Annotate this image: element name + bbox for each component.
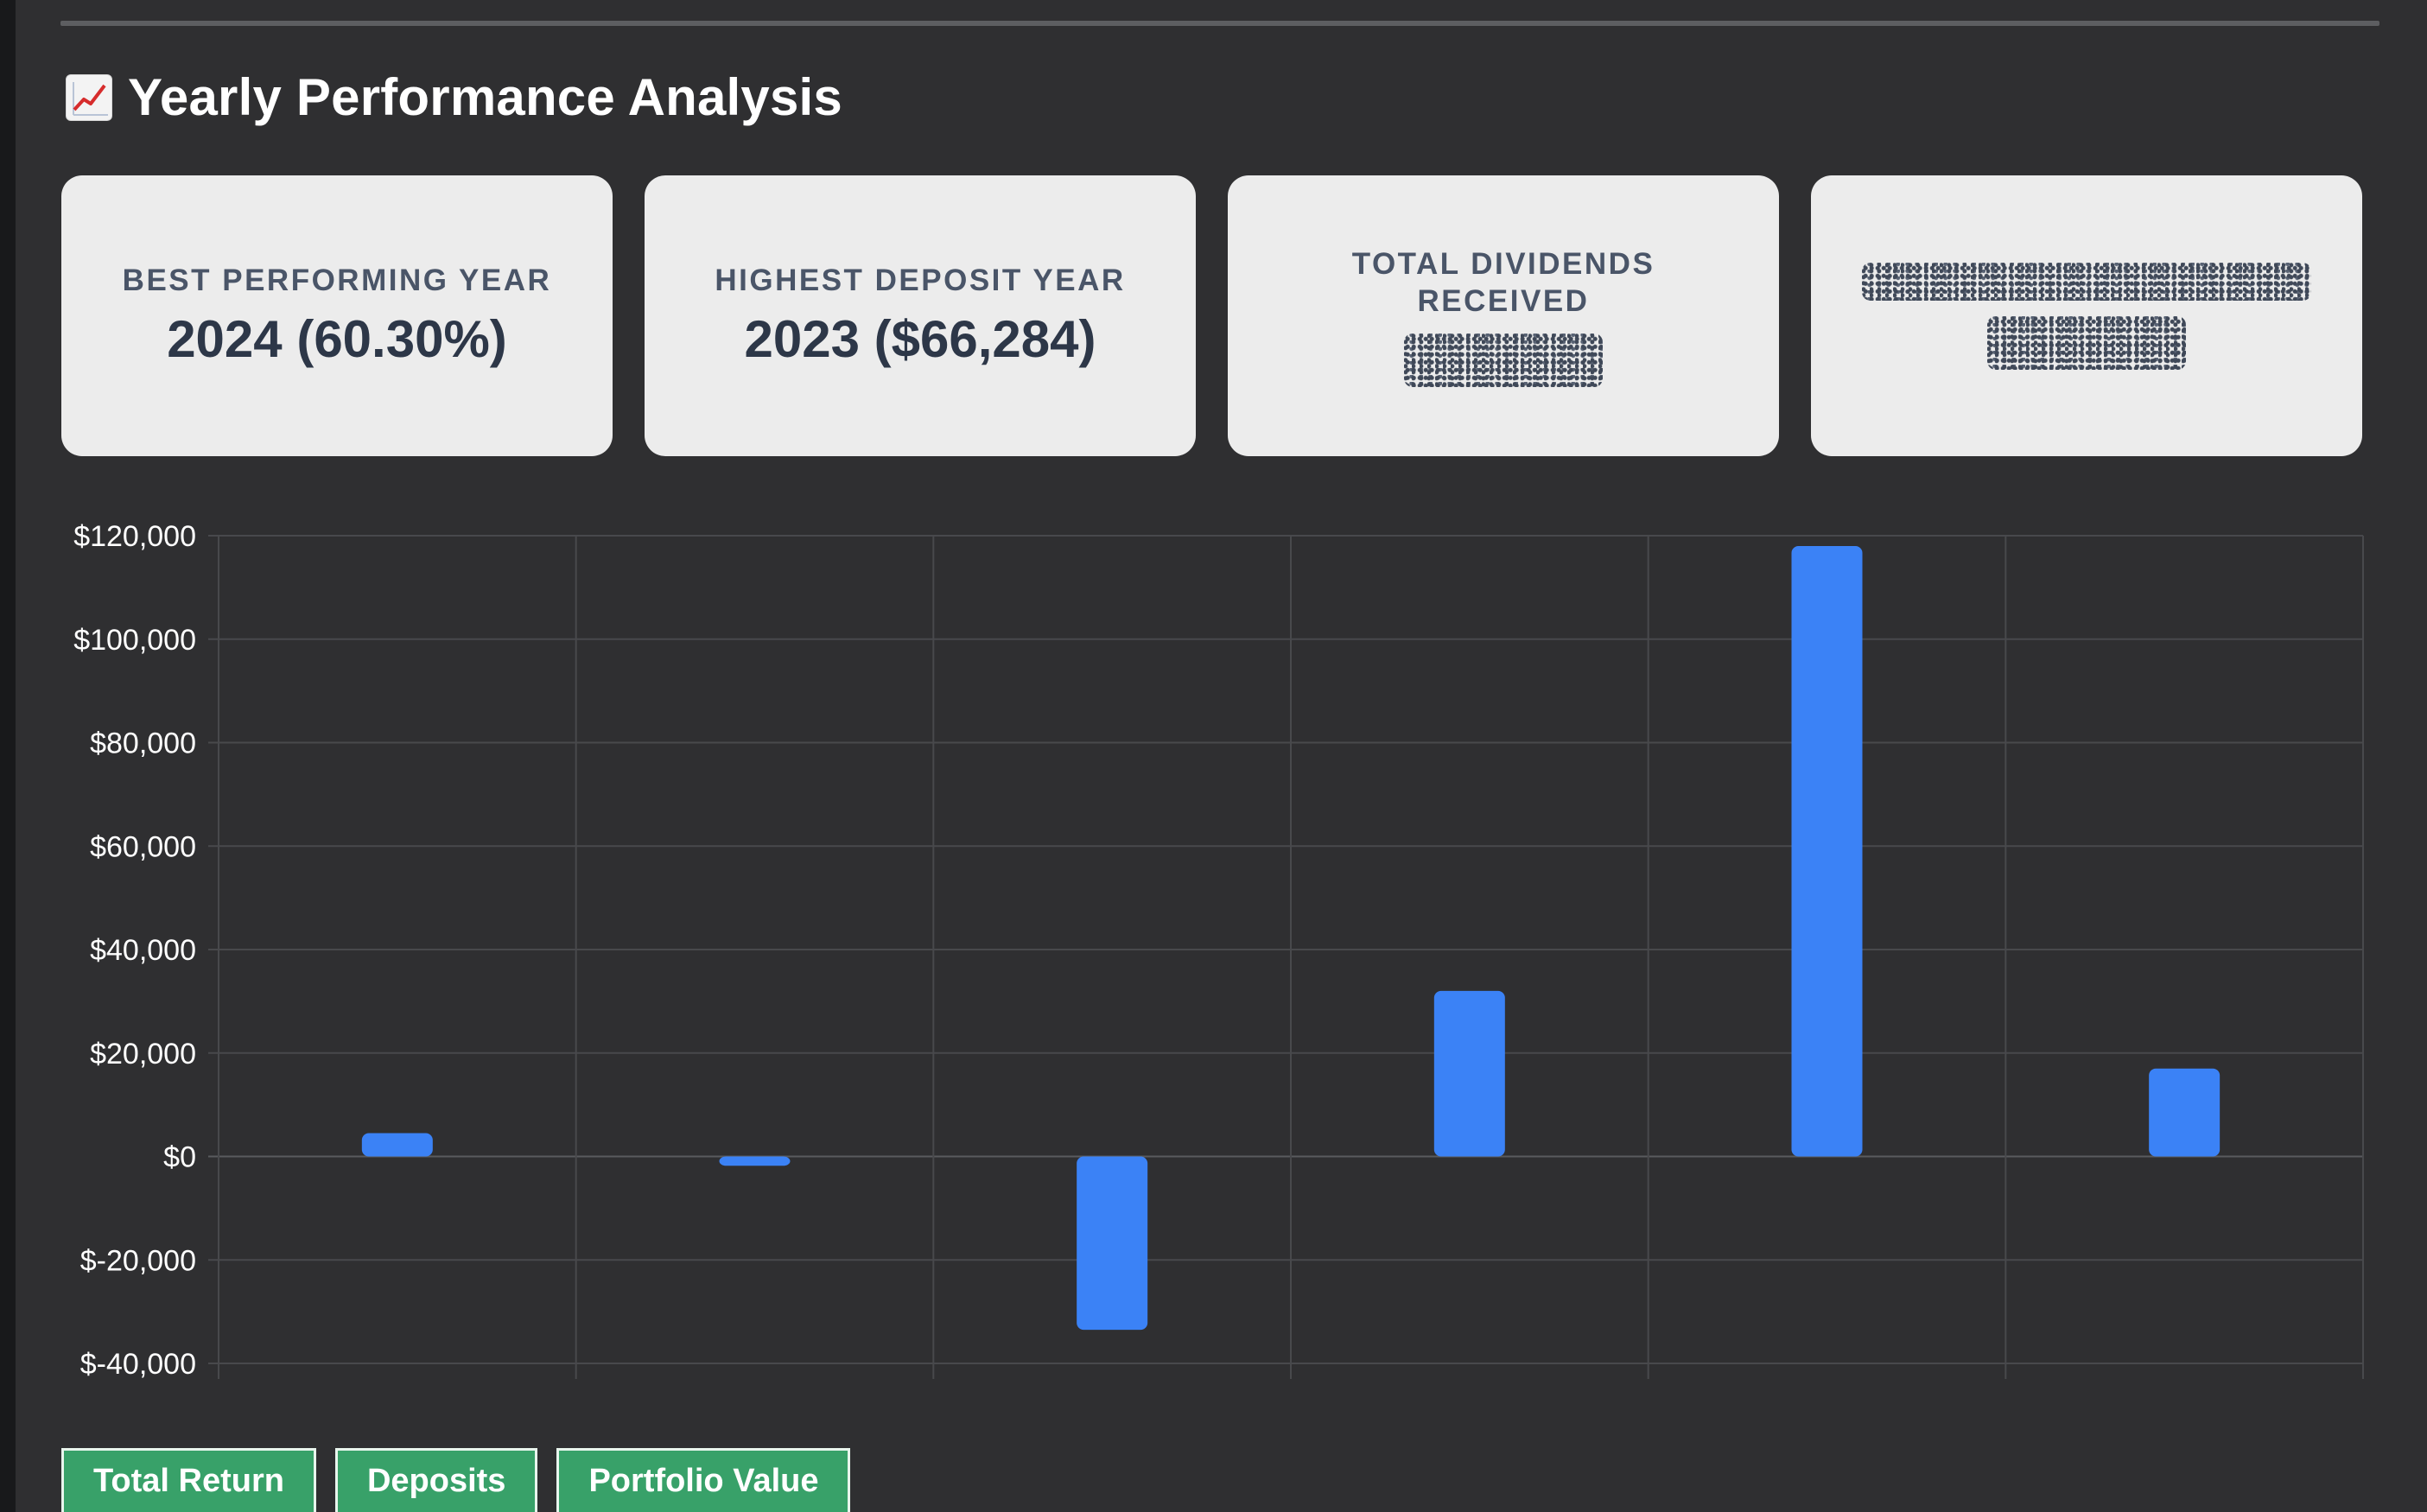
x-tick-label: 2023 (1436, 1395, 1503, 1400)
card-value: 2023 ($66,284) (744, 310, 1096, 368)
x-tick-label: 2021 (721, 1395, 789, 1400)
bar-2024 (1791, 545, 1863, 1157)
card-best-year: BEST PERFORMING YEAR 2024 (60.30%) (61, 175, 613, 456)
card-value: 2024 (60.30%) (167, 310, 507, 368)
x-tick-label: 2024 (1794, 1395, 1861, 1400)
x-tick-label: 2025 (2151, 1395, 2218, 1400)
y-tick-label: $-20,000 (80, 1244, 196, 1277)
card-label: BEST PERFORMING YEAR (122, 264, 552, 297)
page-title: Yearly Performance Analysis (66, 67, 842, 127)
yearly-bar-chart: $120,000 $100,000 $80,000 $60,000 $40,000 $20… (16, 484, 2427, 1429)
card-label: TOTAL DIVIDENDS RECEIVED (1351, 246, 1655, 318)
page-title-text: Yearly Performance Analysis (128, 68, 842, 126)
summary-cards: BEST PERFORMING YEAR 2024 (60.30%) HIGHE… (61, 175, 2380, 456)
bar-2023 (1433, 990, 1505, 1157)
y-tick-label: $100,000 (73, 624, 196, 657)
card-redacted (1811, 175, 2362, 456)
y-tick-label: $-40,000 (80, 1348, 196, 1381)
x-tick-label: 2022 (1078, 1395, 1146, 1400)
bar-2021 (719, 1156, 791, 1166)
performance-panel: Yearly Performance Analysis BEST PERFORM… (16, 0, 2427, 1512)
chart-svg: $120,000 $100,000 $80,000 $60,000 $40,000 $20… (73, 520, 2364, 1429)
y-tick-label: $40,000 (90, 934, 196, 967)
card-highest-deposit: HIGHEST DEPOSIT YEAR 2023 ($66,284) (645, 175, 1196, 456)
redacted-value (1987, 315, 2186, 370)
card-label: HIGHEST DEPOSIT YEAR (715, 264, 1126, 297)
chart-tabs: Total Return Deposits Portfolio Value (61, 1448, 851, 1512)
chart-increasing-icon (66, 73, 112, 121)
bar-2025 (2149, 1068, 2221, 1157)
divider (60, 21, 2379, 26)
bar-2022 (1077, 1156, 1148, 1331)
y-tick-label: $60,000 (90, 830, 196, 863)
bar-2020 (361, 1133, 433, 1157)
redacted-value (1404, 333, 1603, 387)
x-tick-label: 2020 (364, 1395, 431, 1400)
redacted-label (1862, 262, 2311, 301)
y-tick-label: $120,000 (73, 520, 196, 553)
tab-deposits[interactable]: Deposits (334, 1448, 538, 1512)
card-total-dividends: TOTAL DIVIDENDS RECEIVED (1228, 175, 1779, 456)
y-tick-label: $0 (163, 1141, 196, 1174)
tab-total-return[interactable]: Total Return (61, 1448, 316, 1512)
y-tick-label: $20,000 (90, 1038, 196, 1070)
y-tick-label: $80,000 (90, 727, 196, 760)
tab-portfolio-value[interactable]: Portfolio Value (556, 1448, 851, 1512)
